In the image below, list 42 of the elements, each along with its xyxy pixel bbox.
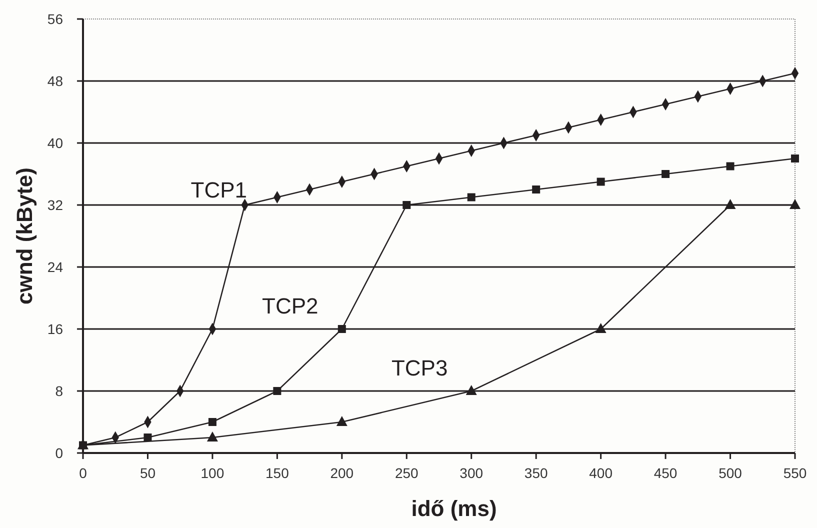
- series-label: TCP1: [190, 177, 248, 202]
- series-label: TCP2: [262, 294, 318, 318]
- point: [206, 432, 218, 442]
- point: [791, 154, 799, 162]
- x-tick-label: 550: [783, 465, 807, 481]
- point: [596, 178, 605, 186]
- y-axis-title: cwnd (kByte): [12, 168, 37, 304]
- x-tick-label: 50: [140, 465, 156, 481]
- point: [338, 325, 346, 333]
- y-tick-label: 0: [55, 445, 64, 461]
- point: [532, 186, 540, 194]
- x-tick-label: 500: [718, 465, 742, 481]
- x-tick-label: 200: [330, 465, 354, 481]
- x-tick-label: 100: [200, 465, 224, 481]
- point: [402, 201, 411, 209]
- point: [208, 418, 216, 426]
- point: [595, 323, 606, 333]
- x-tick-label: 250: [394, 465, 419, 481]
- y-tick-label: 48: [47, 73, 64, 89]
- point: [273, 387, 282, 395]
- point: [662, 170, 670, 178]
- y-tick-label: 16: [47, 321, 64, 337]
- x-tick-label: 0: [79, 465, 88, 481]
- point: [466, 385, 477, 395]
- point: [467, 193, 476, 202]
- y-tick-label: 32: [47, 197, 64, 213]
- point: [726, 162, 734, 170]
- point: [144, 434, 152, 442]
- x-axis-title: idő (ms): [411, 496, 497, 521]
- y-tick-label: 24: [47, 259, 64, 275]
- y-tick-label: 8: [55, 383, 64, 399]
- point: [336, 416, 348, 426]
- point: [790, 199, 800, 209]
- y-tick-label: 56: [47, 11, 64, 27]
- x-tick-label: 350: [524, 465, 548, 481]
- point: [724, 199, 736, 209]
- x-tick-label: 150: [266, 465, 290, 481]
- x-tick-label: 300: [460, 465, 484, 481]
- series-label: TCP3: [391, 356, 448, 380]
- y-tick-label: 40: [47, 135, 64, 151]
- x-tick-label: 400: [589, 465, 613, 481]
- x-tick-label: 450: [654, 465, 678, 481]
